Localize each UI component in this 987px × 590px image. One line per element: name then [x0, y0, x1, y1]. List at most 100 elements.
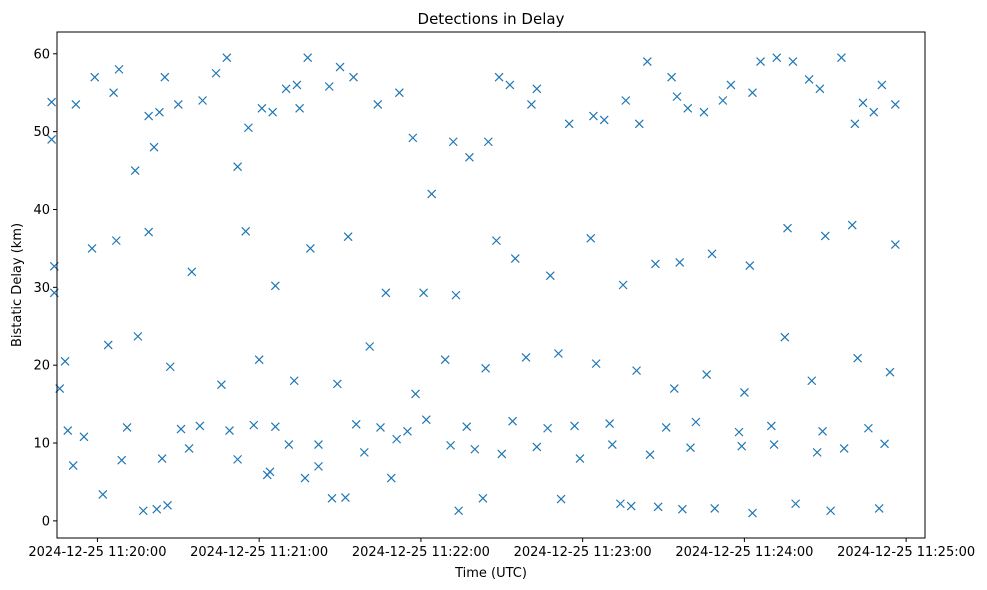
data-point: [707, 249, 717, 259]
data-point: [739, 388, 749, 397]
data-point: [373, 99, 383, 109]
y-tick-label: 30: [33, 281, 50, 296]
data-point: [427, 189, 437, 199]
data-point: [651, 259, 660, 269]
data-point: [462, 422, 472, 432]
y-tick-label: 60: [33, 47, 50, 62]
data-point: [880, 439, 889, 449]
data-point: [710, 503, 720, 513]
data-point: [217, 380, 226, 390]
data-point: [60, 356, 70, 366]
data-point: [270, 281, 280, 291]
data-point: [47, 135, 57, 144]
data-point: [111, 236, 121, 246]
y-tick-label: 40: [33, 203, 50, 218]
data-point: [419, 288, 429, 298]
data-point: [165, 362, 175, 372]
x-tick-label: 2024-12-25 11:21:00: [190, 545, 328, 560]
data-point: [98, 489, 108, 499]
data-point: [491, 236, 501, 246]
data-point: [669, 384, 679, 393]
data-point: [225, 426, 234, 435]
data-point: [359, 447, 369, 457]
data-point: [783, 223, 792, 233]
data-point: [160, 72, 170, 82]
data-point: [804, 75, 814, 84]
data-point: [869, 107, 879, 117]
data-point: [890, 240, 900, 249]
data-point: [187, 267, 197, 277]
data-point: [284, 440, 294, 450]
data-point: [211, 68, 221, 78]
data-point: [133, 331, 143, 341]
data-point: [481, 363, 491, 373]
data-point: [815, 84, 825, 94]
data-point: [341, 493, 350, 502]
data-point: [543, 423, 553, 433]
data-point: [570, 421, 579, 431]
data-point: [699, 107, 709, 117]
data-point: [508, 416, 517, 426]
data-point: [791, 499, 801, 509]
data-point: [556, 494, 566, 504]
y-tick-label: 20: [33, 359, 50, 374]
data-point: [440, 355, 450, 365]
data-point: [176, 424, 186, 434]
data-point: [527, 99, 536, 109]
x-tick-label: 2024-12-25 11:20:00: [28, 545, 166, 560]
data-point: [586, 233, 596, 243]
data-points: [47, 53, 900, 518]
data-point: [807, 376, 817, 386]
data-point: [470, 444, 480, 454]
data-point: [349, 72, 358, 82]
data-point: [607, 440, 617, 450]
data-point: [510, 254, 520, 263]
data-point: [675, 258, 685, 267]
data-point: [68, 461, 78, 471]
y-tick-label: 10: [33, 437, 50, 452]
data-point: [553, 349, 563, 358]
plot-frame: [56, 31, 926, 539]
data-point: [292, 80, 302, 90]
data-point: [853, 353, 863, 363]
data-point: [877, 80, 887, 90]
data-point: [381, 288, 391, 298]
data-point: [233, 162, 243, 172]
data-point: [634, 119, 644, 129]
data-point: [772, 53, 782, 63]
data-point: [769, 440, 779, 450]
data-point: [589, 111, 598, 121]
data-point: [858, 98, 868, 108]
data-point: [254, 355, 264, 365]
y-tick-label: 50: [33, 125, 50, 140]
x-axis-label: Time (UTC): [454, 566, 527, 581]
x-axis: 2024-12-25 11:20:00 2024-12-25 11:21:00 20…: [28, 538, 975, 560]
data-point: [149, 142, 159, 152]
data-point: [446, 440, 455, 450]
data-point: [677, 504, 687, 514]
data-point: [818, 426, 827, 436]
data-point: [645, 450, 655, 460]
data-point: [295, 103, 305, 113]
data-point: [766, 421, 776, 431]
data-point: [109, 88, 119, 98]
data-point: [90, 72, 100, 82]
data-point: [737, 441, 747, 451]
y-axis-label: Bistatic Delay (km): [10, 223, 25, 347]
data-point: [243, 123, 253, 133]
data-point: [163, 500, 172, 510]
data-point: [734, 427, 744, 437]
data-point: [756, 57, 765, 67]
data-point: [155, 107, 164, 117]
x-tick-label: 2024-12-25 11:25:00: [837, 545, 975, 560]
data-point: [314, 440, 323, 450]
data-point: [343, 232, 353, 242]
data-point: [281, 84, 291, 94]
data-point: [863, 423, 873, 433]
data-point: [605, 419, 615, 428]
data-point: [850, 119, 860, 129]
data-point: [332, 379, 342, 389]
data-point: [454, 506, 464, 516]
